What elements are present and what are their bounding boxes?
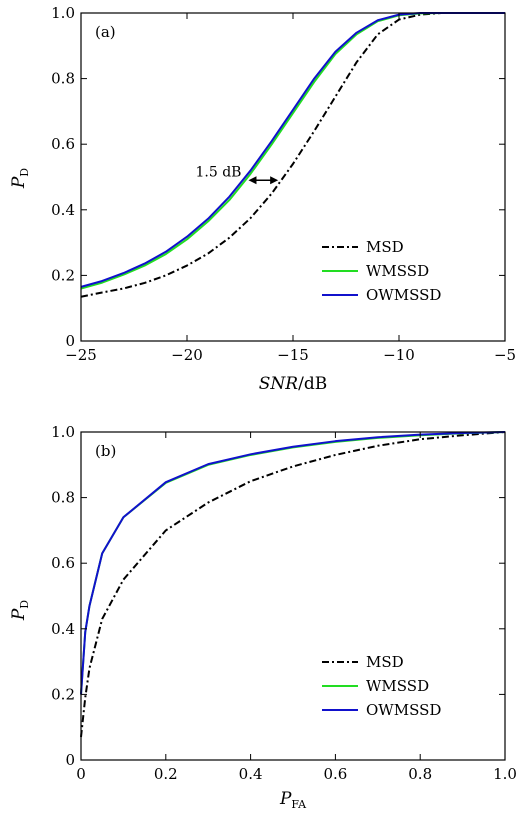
y-tick-label: 0.6 [51, 135, 75, 153]
legend-entry-wmssd: WMSSD [366, 262, 429, 280]
series-line-wmssd [80, 12, 505, 290]
series-line-owmssd [80, 431, 506, 695]
y-tick-label: 0 [65, 751, 75, 769]
legend-entry-owmssd: OWMSSD [366, 701, 441, 719]
y-axis-label: PD [9, 600, 31, 621]
series-line-wmssd [80, 431, 506, 695]
x-axis-label: PFA [279, 789, 307, 811]
y-tick-label: 0.4 [51, 620, 75, 638]
legend-entry-msd: MSD [366, 653, 404, 671]
x-axis-label-main: SNR [259, 374, 299, 394]
series-line-msd [80, 12, 505, 298]
y-tick-label: 0.6 [51, 554, 75, 572]
annotation-label: 1.5 dB [196, 164, 242, 180]
series-line-owmssd [80, 12, 505, 288]
plot-frame [80, 431, 506, 761]
x-tick-label: 0.4 [239, 765, 263, 783]
y-tick-label: 0.8 [51, 489, 75, 507]
y-axis-label-main: P [9, 608, 29, 621]
x-tick-label: 0.6 [323, 765, 347, 783]
x-axis-label-sub: FA [291, 798, 307, 811]
legend-entry-wmssd: WMSSD [366, 677, 429, 695]
x-axis-label: SNR/dB [259, 374, 327, 394]
legend: MSD WMSSD OWMSSD [322, 238, 441, 304]
annotation-gap: 1.5 dB [196, 164, 279, 185]
x-tick-label: 1.0 [493, 765, 517, 783]
y-axis-label-main: P [9, 176, 29, 189]
chart-panel-b: 0 0.2 0.4 0.6 0.8 1.000.20.40.60.81.0(b)PDPFA… [9, 423, 517, 811]
series-line-msd [80, 431, 506, 738]
y-tick-label: 0.2 [51, 266, 75, 284]
plot-frame [80, 12, 506, 342]
y-tick-label: 0 [65, 332, 75, 350]
y-axis-label-sub: D [18, 168, 31, 177]
legend-entry-owmssd: OWMSSD [366, 286, 441, 304]
x-axis-label-unit: /dB [298, 374, 327, 394]
y-tick-label: 0.2 [51, 685, 75, 703]
panel-label: (a) [95, 23, 116, 41]
y-tick-label: 1.0 [51, 423, 75, 441]
x-tick-label: −15 [277, 346, 309, 364]
x-tick-label: 0.2 [154, 765, 178, 783]
annotation-arrow-head-left [248, 176, 257, 185]
legend: MSD WMSSD OWMSSD [322, 653, 441, 719]
x-tick-label: −5 [494, 346, 516, 364]
y-axis-label-sub: D [18, 600, 31, 609]
y-tick-label: 0.8 [51, 70, 75, 88]
x-tick-label: −10 [383, 346, 415, 364]
x-axis-label-main: P [279, 789, 292, 809]
y-tick-label: 0.4 [51, 201, 75, 219]
x-tick-label: −20 [171, 346, 203, 364]
y-tick-label: 1.0 [51, 4, 75, 22]
panel-label: (b) [95, 442, 116, 460]
chart-panel-a: −25 −20 −15 −10 −5 0 0.2 0.4 0.6 0.8 1.0 (a) PD SNR/d… [9, 4, 516, 394]
x-tick-label: 0.8 [408, 765, 432, 783]
legend-entry-msd: MSD [366, 238, 404, 256]
x-tick-label: 0 [76, 765, 86, 783]
x-tick-label: −25 [65, 346, 97, 364]
y-axis-label: PD [9, 168, 31, 189]
annotation-arrow-head-right [270, 176, 279, 185]
